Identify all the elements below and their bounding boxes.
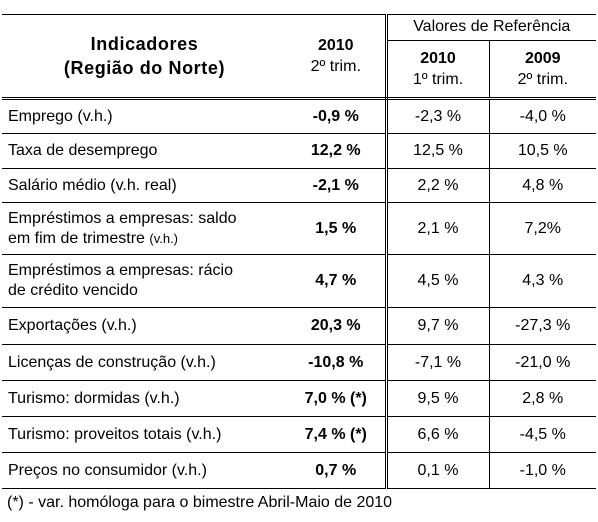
value-2009-2t: 10,5 % (489, 133, 596, 169)
value-2010-2t: 12,2 % (287, 133, 388, 169)
value-2010-1t: 9,5 % (386, 380, 490, 417)
indicator-label: Empréstimos a empresas: rácio de crédito… (2, 254, 287, 308)
value-2010-2t: 4,7 % (287, 254, 388, 308)
indicator-label: Salário médio (v.h. real) (2, 168, 287, 203)
indicator-label-line2-small: (v.h.) (149, 230, 179, 246)
value-2010-1t: 12,5 % (386, 133, 490, 169)
indicator-label: Exportações (v.h.) (2, 307, 287, 345)
table-row: Salário médio (v.h. real) -2,1 % 2,2 % 4… (2, 168, 596, 203)
ref2-year-label: 2009 (524, 49, 561, 67)
indicator-label: Turismo: dormidas (v.h.) (2, 380, 287, 417)
value-2010-2t: -10,8 % (287, 344, 388, 381)
value-2009-2t: -4,5 % (489, 416, 596, 453)
value-2010-1t: 9,7 % (386, 307, 490, 345)
indicator-label-line2: em fim de trimestre (v.h.) (8, 229, 287, 249)
value-2010-2t: 7,4 % (*) (287, 416, 388, 453)
ref2-header: 2009 2º trim. (489, 40, 596, 101)
ref2-period-label: 2º trim. (517, 70, 568, 88)
value-2010-2t: -0,9 % (287, 98, 388, 134)
ref1-year-label: 2010 (420, 49, 456, 67)
value-2010-1t: 4,5 % (386, 254, 490, 308)
current-period-header: 2010 2º trim. (287, 14, 388, 100)
ref1-period-label: 1º trim. (412, 70, 464, 88)
table-row: Preços no consumidor (v.h.) 0,7 % 0,1 % … (2, 452, 596, 489)
value-2010-1t: 6,6 % (386, 416, 490, 453)
indicators-table: Indicadores (Região do Norte) 2010 2º tr… (2, 14, 596, 489)
value-2010-2t: -2,1 % (287, 168, 388, 203)
value-2009-2t: -1,0 % (489, 452, 596, 489)
value-2010-2t: 7,0 % (*) (287, 380, 388, 417)
value-2009-2t: -21,0 % (489, 344, 596, 381)
value-2009-2t: 4,3 % (489, 254, 596, 308)
footnote: (*) - var. homóloga para o bimestre Abri… (7, 494, 393, 511)
table-row: Licenças de construção (v.h.) -10,8 % -7… (2, 344, 596, 381)
table-row: Turismo: proveitos totais (v.h.) 7,4 % (… (2, 416, 596, 453)
indicators-header: Indicadores (Região do Norte) (2, 14, 287, 100)
value-2010-2t: 1,5 % (287, 202, 388, 255)
current-period-label: 2º trim. (310, 58, 361, 75)
value-2009-2t: 2,8 % (489, 380, 596, 417)
indicator-label-line2: de crédito vencido (8, 282, 138, 299)
table-row: Taxa de desemprego 12,2 % 12,5 % 10,5 % (2, 133, 596, 169)
reference-values-header: Valores de Referência (386, 14, 596, 41)
current-year-label: 2010 (317, 37, 354, 54)
header-row-top: Indicadores (Região do Norte) 2010 2º tr… (2, 14, 596, 100)
header-row-sub: 2010 1º trim. 2009 2º trim. (2, 40, 596, 101)
value-2009-2t: 7,2% (489, 202, 596, 255)
indicator-label: Preços no consumidor (v.h.) (2, 452, 287, 489)
value-2010-2t: 0,7 % (287, 452, 388, 489)
indicators-header-line1: Indicadores (90, 34, 199, 54)
table-row: Emprego (v.h.) -0,9 % -2,3 % -4,0 % (2, 98, 596, 134)
indicators-header-line2: (Região do Norte) (63, 58, 226, 78)
ref1-header: 2010 1º trim. (386, 40, 490, 101)
value-2010-1t: 2,1 % (386, 202, 490, 255)
indicator-label-line1: Empréstimos a empresas: rácio (8, 262, 233, 279)
indicator-label: Taxa de desemprego (2, 133, 287, 169)
indicator-label: Empréstimos a empresas: saldo em fim de … (2, 202, 287, 255)
value-2009-2t: 4,8 % (489, 168, 596, 203)
table-row: Empréstimos a empresas: saldo em fim de … (2, 202, 596, 255)
indicator-label-line2-main: em fim de trimestre (8, 229, 150, 247)
value-2010-1t: -2,3 % (386, 98, 490, 134)
value-2010-2t: 20,3 % (287, 307, 388, 345)
table-row: Turismo: dormidas (v.h.) 7,0 % (*) 9,5 %… (2, 380, 596, 417)
value-2009-2t: -27,3 % (489, 307, 596, 345)
indicator-label: Turismo: proveitos totais (v.h.) (2, 416, 287, 453)
value-2010-1t: -7,1 % (386, 344, 490, 381)
table-row: Empréstimos a empresas: rácio de crédito… (2, 254, 596, 308)
table-row: Exportações (v.h.) 20,3 % 9,7 % -27,3 % (2, 307, 596, 345)
indicator-label-line1: Empréstimos a empresas: saldo (8, 209, 237, 227)
indicator-label: Licenças de construção (v.h.) (2, 344, 287, 381)
indicator-label: Emprego (v.h.) (2, 98, 287, 134)
value-2010-1t: 0,1 % (386, 452, 490, 489)
value-2009-2t: -4,0 % (489, 98, 596, 134)
value-2010-1t: 2,2 % (386, 168, 490, 203)
